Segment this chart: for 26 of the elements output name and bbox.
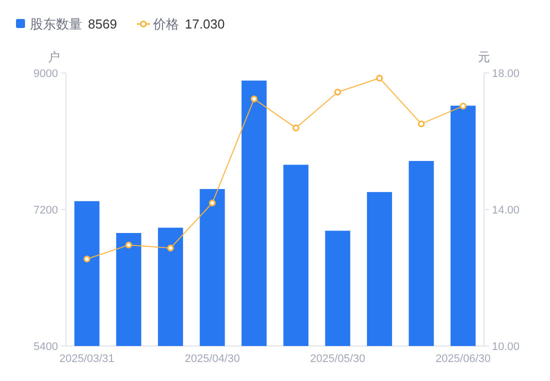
y2-tick-label: 10.00	[492, 341, 520, 353]
y-tick-label: 7200	[34, 204, 58, 216]
point	[167, 244, 174, 252]
point	[84, 256, 90, 262]
text: 8569	[88, 16, 117, 32]
point	[460, 102, 466, 110]
point	[418, 120, 425, 128]
legend-label: 股东数量	[30, 16, 82, 32]
y-axis-title: 户	[48, 50, 60, 64]
y2-axis-title: 元	[478, 50, 490, 64]
point	[250, 96, 258, 102]
point	[334, 88, 342, 96]
y2-tick-label: 14.00	[492, 204, 520, 216]
legend-label: 价格	[152, 16, 179, 32]
point	[208, 200, 216, 206]
x-tick-label: 2025/05/30	[310, 353, 366, 365]
x-tick-label: 2025/03/31	[59, 353, 114, 365]
y-tick-label: 9000	[34, 68, 58, 80]
x-tick-label: 2025/04/30	[184, 353, 240, 365]
x-tick-label: 2025/06/30	[436, 353, 491, 365]
text: 17.030	[184, 16, 225, 32]
point	[292, 124, 300, 132]
point	[376, 74, 383, 82]
y-tick-label: 5400	[34, 341, 58, 353]
y2-tick-label: 18.00	[492, 68, 520, 80]
point	[125, 242, 132, 248]
